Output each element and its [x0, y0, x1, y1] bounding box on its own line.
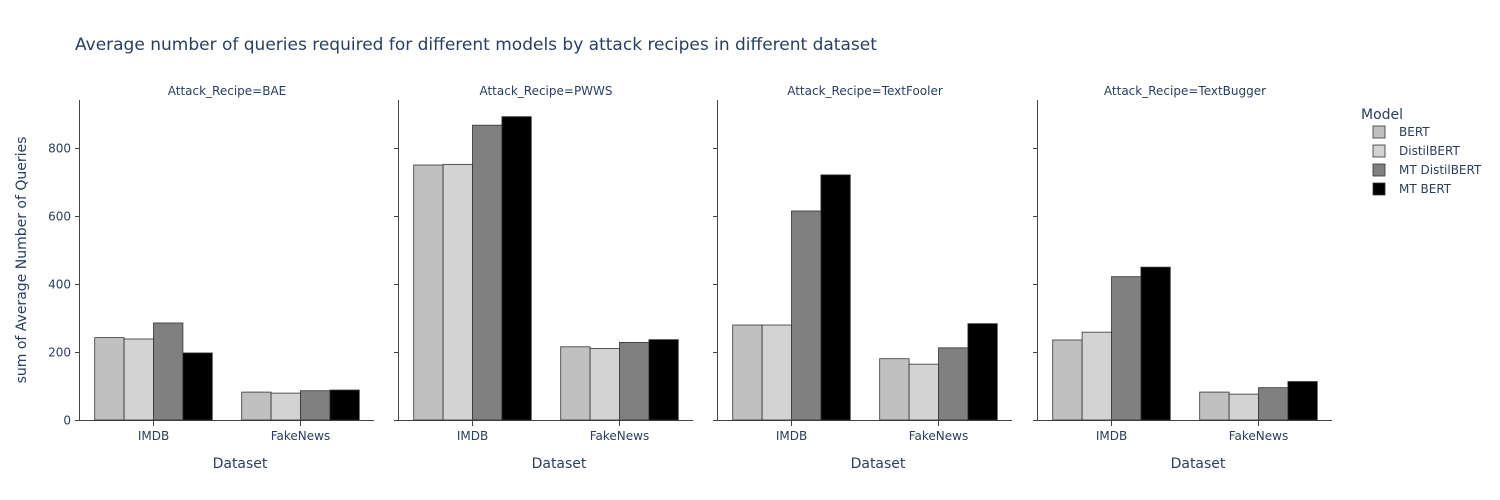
- bar: [1052, 339, 1083, 421]
- bar: [153, 322, 184, 421]
- bar: [879, 358, 910, 421]
- legend-item[interactable]: BERT: [1372, 125, 1430, 139]
- x-tick-label: FakeNews: [909, 429, 968, 443]
- y-tick-label: 400: [48, 278, 71, 292]
- bar: [648, 339, 679, 421]
- bar: [1258, 387, 1289, 421]
- legend-label: MT BERT: [1399, 182, 1452, 196]
- legend-label: DistilBERT: [1399, 144, 1460, 158]
- bar: [560, 346, 591, 421]
- legend-swatch: [1372, 163, 1386, 177]
- legend-title: Model: [1361, 107, 1403, 123]
- x-tick-label: IMDB: [138, 429, 169, 443]
- facet-panel: Attack_Recipe=TextFooler IMDB FakeNewsData…: [713, 84, 1012, 472]
- bar: [1228, 393, 1259, 421]
- x-tick-label: FakeNews: [271, 429, 330, 443]
- facet-label: Attack_Recipe=TextBugger: [1104, 84, 1266, 98]
- x-tick-label: FakeNews: [590, 429, 649, 443]
- legend-swatch: [1372, 144, 1386, 158]
- x-tick-label: FakeNews: [1229, 429, 1288, 443]
- bar: [1081, 331, 1112, 421]
- bar: [442, 163, 473, 421]
- y-tick-label: 800: [48, 142, 71, 156]
- legend-swatch: [1372, 182, 1386, 196]
- bar: [1287, 381, 1318, 421]
- bar: [270, 392, 301, 421]
- chart-title: Average number of queries required for d…: [75, 35, 877, 55]
- bar: [413, 164, 444, 421]
- bar: [967, 323, 998, 421]
- x-tick-label: IMDB: [776, 429, 807, 443]
- bar: [300, 390, 331, 421]
- bar: [182, 352, 213, 421]
- bar: [501, 116, 532, 421]
- bar: [732, 324, 763, 421]
- x-axis-title: Dataset: [532, 456, 587, 472]
- bar: [761, 324, 792, 421]
- bar: [123, 338, 154, 421]
- bar: [241, 391, 272, 421]
- x-axis-title: Dataset: [213, 456, 268, 472]
- facet-panel: Attack_Recipe=TextBugger IMDB FakeNewsData…: [1033, 84, 1332, 472]
- bar: [938, 347, 969, 421]
- x-axis-title: Dataset: [851, 456, 906, 472]
- bar: [820, 174, 851, 421]
- legend[interactable]: Model BERT DistilBERT MT DistilBERT MT BERT: [1361, 107, 1482, 196]
- legend-item[interactable]: DistilBERT: [1372, 144, 1460, 158]
- bar: [791, 210, 822, 421]
- y-tick-label: 200: [48, 346, 71, 360]
- legend-item[interactable]: MT DistilBERT: [1372, 163, 1482, 177]
- legend-swatch: [1372, 125, 1386, 139]
- y-tick-label: 0: [63, 414, 71, 428]
- legend-label: MT DistilBERT: [1399, 163, 1482, 177]
- facet-label: Attack_Recipe=TextFooler: [787, 84, 943, 98]
- facet-panel: Attack_Recipe=BAE 0 200 400 600 800 IMDB FakeNe…: [48, 84, 374, 472]
- facet-label: Attack_Recipe=PWWS: [479, 84, 612, 98]
- bar: [1111, 276, 1142, 421]
- bar: [908, 363, 939, 421]
- legend-item[interactable]: MT BERT: [1372, 182, 1452, 196]
- y-tick-label: 600: [48, 210, 71, 224]
- y-axis-title: sum of Average Number of Queries: [14, 137, 30, 384]
- bar: [94, 337, 125, 421]
- bar: [1140, 266, 1171, 421]
- facets-layer: Attack_Recipe=BAE 0 200 400 600 800 IMDB FakeNe…: [48, 84, 1332, 472]
- x-tick-label: IMDB: [457, 429, 488, 443]
- bar: [472, 124, 503, 421]
- legend-label: BERT: [1399, 125, 1430, 139]
- bar: [619, 341, 650, 421]
- bar: [329, 389, 360, 421]
- x-tick-label: IMDB: [1096, 429, 1127, 443]
- bar: [1199, 391, 1230, 421]
- facet-label: Attack_Recipe=BAE: [168, 84, 287, 98]
- x-axis-title: Dataset: [1171, 456, 1226, 472]
- bar: [589, 348, 620, 421]
